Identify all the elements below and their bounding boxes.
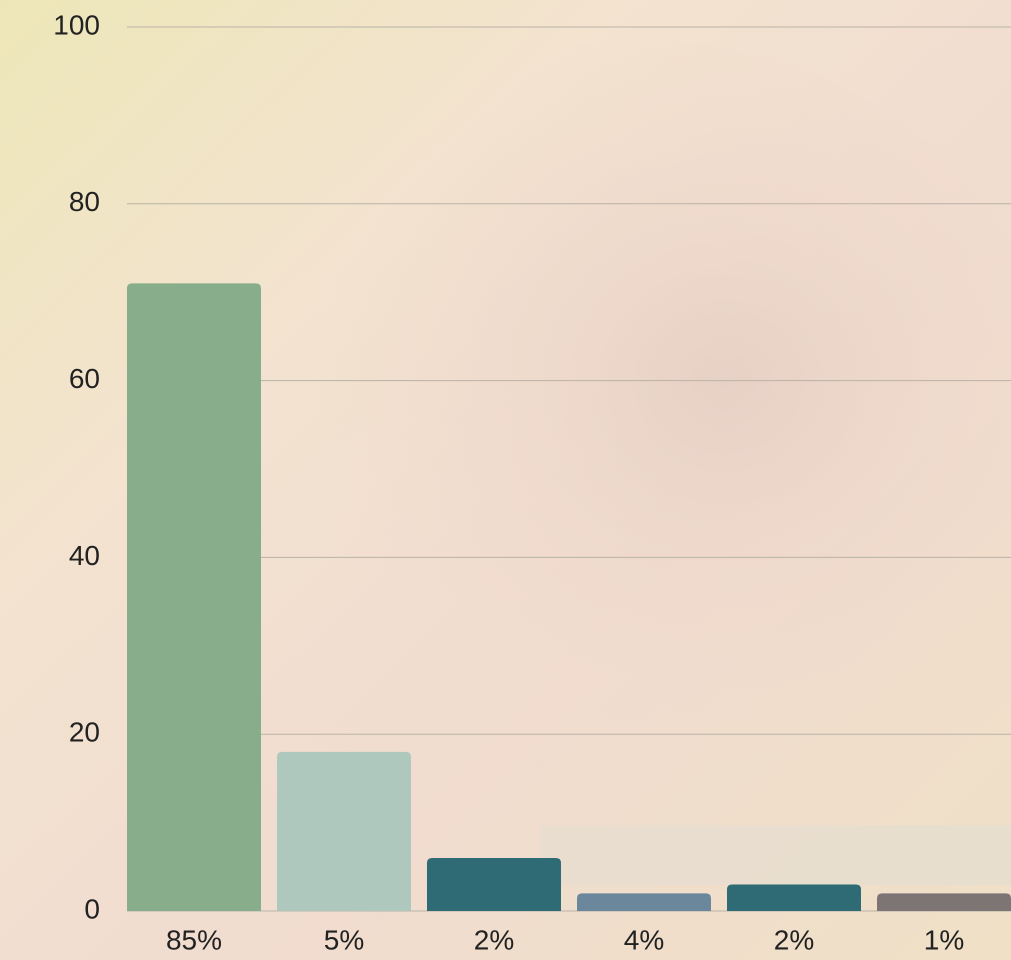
x-tick-label: 1% [924,924,964,955]
y-tick-label: 40 [69,540,100,571]
bar [877,893,1011,911]
x-tick-label: 5% [324,924,364,955]
bar [577,893,711,911]
bar [277,751,411,911]
background-photo [220,40,1011,800]
x-tick-label: 2% [474,924,514,955]
y-tick-label: 20 [69,717,100,748]
y-tick-label: 0 [84,893,100,924]
y-tick-label: 100 [53,9,100,40]
x-tick-label: 2% [774,924,814,955]
bar [727,884,861,911]
y-tick-label: 60 [69,363,100,394]
x-tick-label: 85% [166,924,222,955]
x-tick-label: 4% [624,924,664,955]
bar [427,857,561,911]
background-coins [540,825,1011,885]
y-tick-label: 80 [69,186,100,217]
bar [127,283,261,911]
